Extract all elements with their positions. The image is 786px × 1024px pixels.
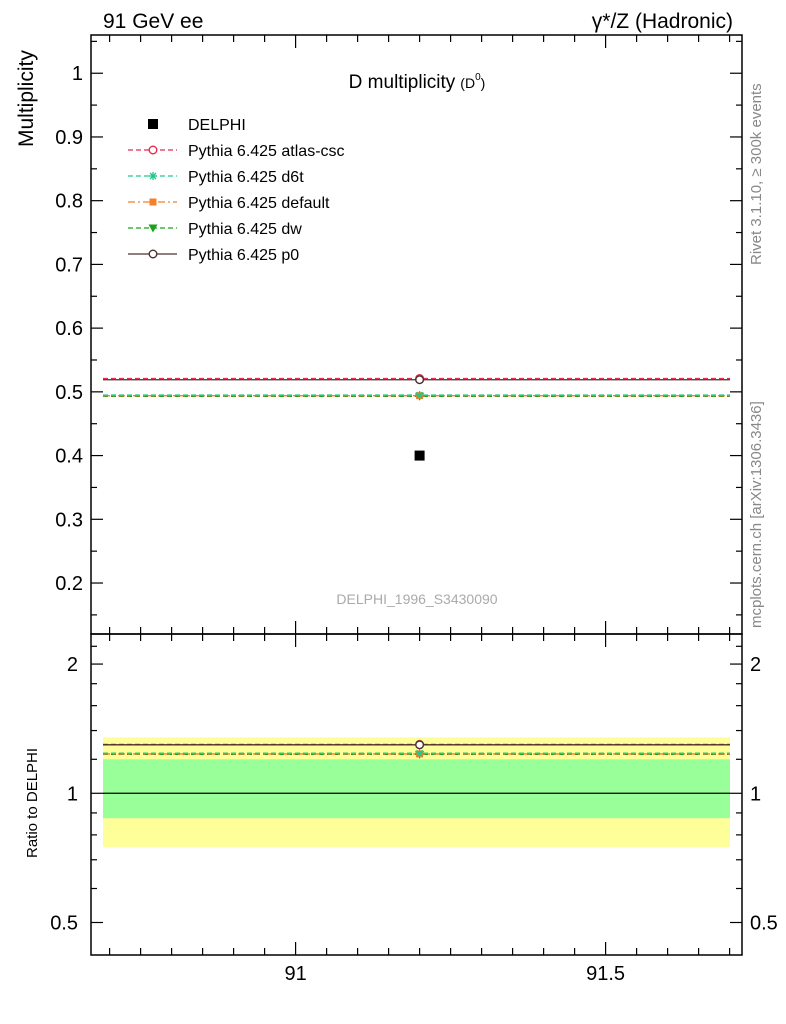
ratio-ytick-label-left: 0.5 [50, 912, 78, 934]
legend-label-atlas_csc: Pythia 6.425 atlas-csc [188, 143, 345, 160]
ratio-series [103, 739, 730, 759]
legend-marker-d6t [149, 172, 157, 180]
header-right: γ*/Z (Hadronic) [592, 10, 733, 33]
main-point-p0 [415, 375, 425, 385]
legend-marker-atlas_csc [148, 145, 158, 155]
analysis-watermark: DELPHI_1996_S3430090 [336, 591, 497, 607]
ratio-ytick-label-right: 1 [750, 783, 761, 805]
ratio-point-p0 [415, 740, 425, 750]
main-ytick-label: 0.3 [55, 509, 83, 531]
ratio-frame [90, 633, 743, 956]
main-ylabel: Multiplicity [15, 50, 38, 147]
legend-label-data: DELPHI [188, 117, 246, 134]
ratio-ytick-label-right: 0.5 [750, 912, 778, 934]
ratio-point-d6t [415, 749, 424, 758]
main-ytick-label: 0.9 [55, 127, 83, 149]
legend-label-p0: Pythia 6.425 p0 [188, 247, 299, 264]
ratio-band-inner [103, 759, 730, 819]
main-point-d6t [415, 391, 424, 400]
legend-label-d6t: Pythia 6.425 d6t [188, 169, 304, 186]
x-ticks: 91 91.5 [108, 35, 731, 985]
main-point-data [414, 450, 425, 461]
legend-marker-default [149, 198, 157, 206]
ratio-ytick-label-right: 2 [750, 654, 761, 676]
chart-title: D multiplicity (D0) [349, 72, 486, 93]
main-ytick-label: 0.6 [55, 318, 83, 340]
main-series [103, 373, 730, 461]
legend-label-default: Pythia 6.425 default [188, 195, 330, 212]
legend: DELPHI Pythia 6.425 atlas-csc Pythia 6.425… [128, 117, 345, 264]
mcplots-label: mcplots.cern.ch [arXiv:1306.3436] [748, 401, 765, 628]
header-left: 91 GeV ee [103, 10, 203, 33]
rivet-label: Rivet 3.1.10, ≥ 300k events [748, 83, 765, 265]
main-ytick-label: 1 [72, 63, 83, 85]
main-ytick-label: 0.5 [55, 382, 83, 404]
main-ytick-label: 0.7 [55, 254, 83, 276]
legend-marker-data [148, 119, 158, 129]
legend-marker-dw [148, 224, 158, 233]
main-ytick-label: 0.2 [55, 573, 83, 595]
ratio-y-ticks: 0.5 0.5 1 1 2 2 [50, 645, 778, 934]
ratio-ytick-label-left: 2 [67, 654, 78, 676]
ratio-ytick-label-left: 1 [67, 783, 78, 805]
main-ytick-label: 0.4 [55, 446, 83, 468]
xtick-label: 91.5 [586, 963, 625, 985]
legend-label-dw: Pythia 6.425 dw [188, 221, 302, 238]
legend-marker-p0 [148, 249, 158, 259]
ratio-ylabel: Ratio to DELPHI [24, 748, 41, 858]
main-ytick-label: 0.8 [55, 191, 83, 213]
main-y-ticks: 0.2 0.3 0.4 0.5 0.6 0.7 0.8 0.9 1 [55, 40, 742, 616]
xtick-label: 91 [284, 963, 306, 985]
